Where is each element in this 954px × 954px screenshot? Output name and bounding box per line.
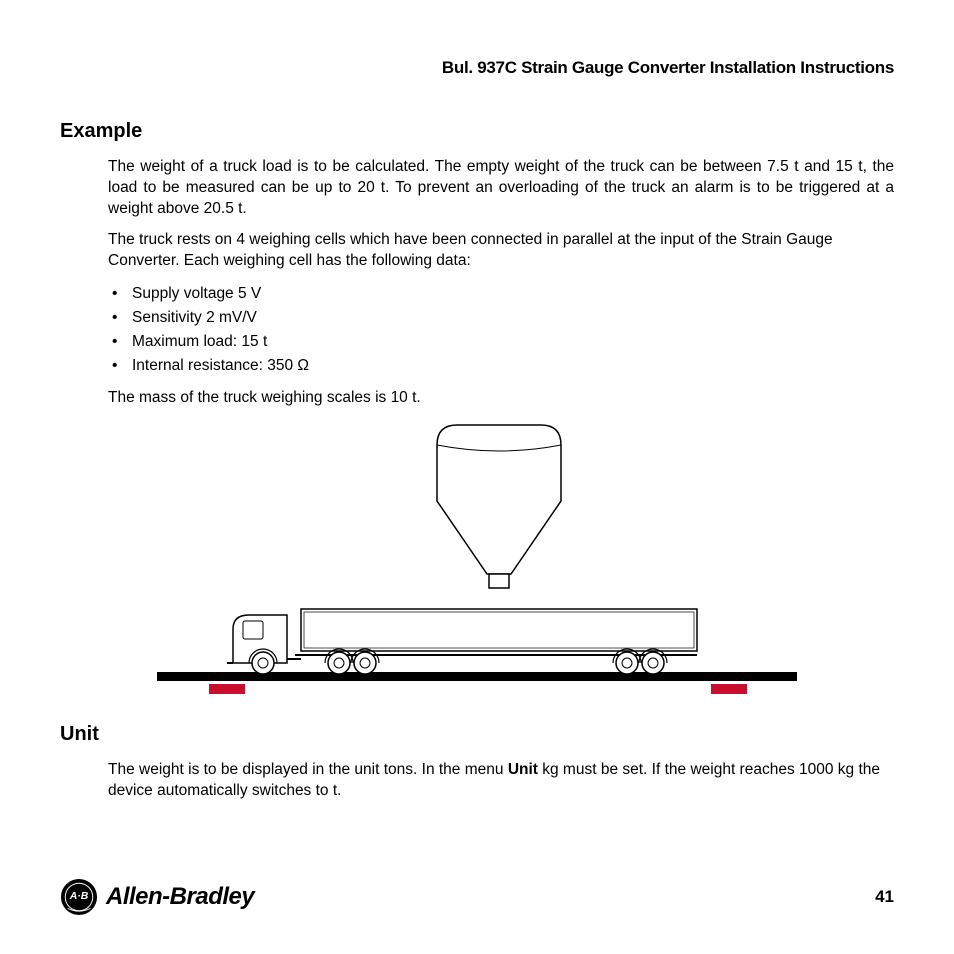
unit-text-bold: Unit xyxy=(508,761,538,778)
brand-name: Allen-Bradley xyxy=(106,883,254,911)
svg-text:A·B: A·B xyxy=(69,891,89,902)
unit-section: Unit The weight is to be displayed in th… xyxy=(60,723,894,802)
page-number: 41 xyxy=(875,887,894,907)
brand-logo-group: A·B Allen-Bradley xyxy=(60,878,254,916)
unit-heading: Unit xyxy=(60,723,894,746)
document-header-title: Bul. 937C Strain Gauge Converter Install… xyxy=(60,58,894,78)
example-paragraph-3: The mass of the truck weighing scales is… xyxy=(108,388,894,409)
truck-weighing-diagram xyxy=(147,419,807,703)
list-item: Internal resistance: 350 Ω xyxy=(112,354,894,378)
list-item: Supply voltage 5 V xyxy=(112,282,894,306)
example-paragraph-2: The truck rests on 4 weighing cells whic… xyxy=(108,230,894,272)
example-section: Example The weight of a truck load is to… xyxy=(60,120,894,703)
unit-paragraph-1: The weight is to be displayed in the uni… xyxy=(108,760,894,802)
example-paragraph-1: The weight of a truck load is to be calc… xyxy=(108,157,894,220)
list-item: Maximum load: 15 t xyxy=(112,330,894,354)
allen-bradley-logo-icon: A·B xyxy=(60,878,98,916)
unit-text-pre: The weight is to be displayed in the uni… xyxy=(108,761,508,778)
example-bullet-list: Supply voltage 5 V Sensitivity 2 mV/V Ma… xyxy=(112,282,894,378)
example-heading: Example xyxy=(60,120,894,143)
page-footer: A·B Allen-Bradley 41 xyxy=(60,878,894,916)
list-item: Sensitivity 2 mV/V xyxy=(112,306,894,330)
